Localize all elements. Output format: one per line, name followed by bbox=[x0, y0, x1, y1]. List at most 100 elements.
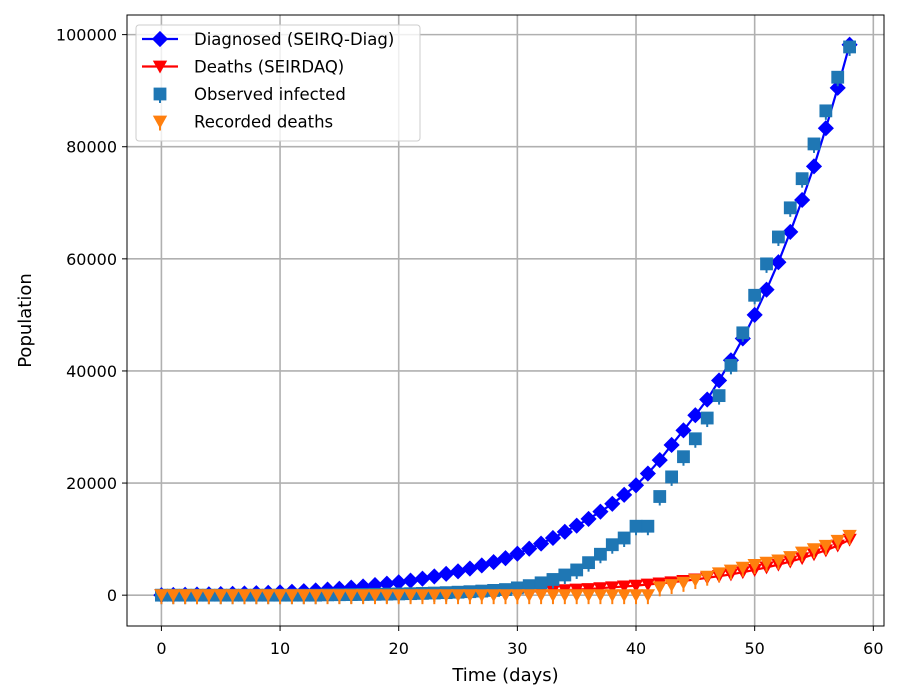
data-point bbox=[759, 556, 774, 570]
data-point bbox=[688, 574, 703, 588]
legend-box bbox=[135, 24, 421, 142]
data-point bbox=[522, 589, 537, 603]
data-point bbox=[770, 254, 787, 271]
legend-item: Diagnosed (SEIRQ-Diag) bbox=[142, 30, 394, 49]
data-point bbox=[677, 450, 690, 464]
data-point bbox=[819, 104, 833, 118]
legend-marker bbox=[152, 115, 168, 129]
data-point bbox=[829, 79, 846, 96]
data-point bbox=[795, 172, 809, 186]
data-point bbox=[771, 554, 786, 568]
data-point bbox=[570, 563, 584, 577]
series-recorded-deaths bbox=[154, 529, 857, 605]
data-point bbox=[700, 570, 715, 584]
legend-item: Observed infected bbox=[153, 85, 346, 104]
data-point bbox=[166, 589, 181, 603]
legend-label: Recorded deaths bbox=[194, 113, 333, 132]
data-point bbox=[367, 589, 383, 603]
data-point bbox=[568, 517, 585, 534]
data-point bbox=[332, 589, 347, 603]
data-point bbox=[533, 589, 549, 603]
data-point bbox=[605, 589, 620, 603]
data-point bbox=[594, 547, 607, 561]
data-point bbox=[629, 519, 643, 533]
data-point bbox=[201, 589, 217, 603]
data-point bbox=[154, 589, 169, 603]
data-point bbox=[438, 565, 455, 582]
x-axis-title: Time (days) bbox=[451, 665, 558, 686]
data-point bbox=[426, 568, 443, 585]
data-point bbox=[284, 589, 300, 603]
legend-label: Diagnosed (SEIRQ-Diag) bbox=[194, 30, 394, 49]
y-tick-label: 80000 bbox=[66, 138, 117, 157]
data-point bbox=[627, 477, 645, 494]
x-tick-label: 20 bbox=[389, 639, 409, 658]
data-point bbox=[711, 372, 728, 389]
x-tick-label: 40 bbox=[626, 639, 646, 658]
data-point bbox=[675, 422, 692, 439]
data-point bbox=[450, 589, 466, 603]
data-point bbox=[747, 558, 762, 572]
data-point bbox=[498, 589, 513, 603]
data-point bbox=[261, 589, 276, 603]
data-point bbox=[628, 589, 644, 603]
legend-label: Observed infected bbox=[194, 85, 346, 104]
data-point bbox=[593, 589, 608, 603]
data-point bbox=[509, 545, 526, 562]
data-point bbox=[724, 358, 738, 372]
x-tick-label: 10 bbox=[270, 639, 290, 658]
data-point bbox=[497, 550, 514, 567]
data-point bbox=[249, 589, 264, 603]
data-point bbox=[177, 589, 193, 603]
data-point bbox=[427, 589, 442, 603]
data-point bbox=[711, 567, 727, 581]
y-tick-label: 0 bbox=[107, 586, 117, 605]
data-point bbox=[533, 535, 550, 552]
data-point bbox=[616, 580, 632, 594]
data-point bbox=[831, 70, 845, 84]
data-point bbox=[771, 230, 785, 244]
data-point bbox=[723, 564, 739, 578]
data-point bbox=[391, 589, 406, 603]
x-tick-label: 0 bbox=[156, 639, 166, 658]
data-point bbox=[556, 523, 573, 540]
data-point bbox=[296, 589, 311, 603]
legend-marker bbox=[153, 87, 167, 101]
x-tick-label: 30 bbox=[507, 639, 527, 658]
data-point bbox=[510, 589, 525, 603]
data-point bbox=[414, 570, 431, 587]
data-point bbox=[640, 578, 656, 592]
data-point bbox=[473, 557, 490, 574]
data-point bbox=[605, 538, 619, 552]
data-point bbox=[758, 281, 775, 298]
data-point bbox=[712, 389, 726, 403]
data-point bbox=[805, 158, 823, 175]
data-point bbox=[616, 589, 632, 603]
data-point bbox=[653, 490, 667, 503]
data-point bbox=[213, 589, 228, 603]
data-point bbox=[582, 556, 595, 570]
data-point bbox=[676, 576, 691, 590]
data-point bbox=[189, 589, 205, 603]
data-point bbox=[806, 543, 822, 557]
data-point bbox=[272, 589, 288, 603]
data-point bbox=[760, 257, 773, 271]
data-point bbox=[746, 306, 763, 323]
data-point bbox=[521, 540, 538, 557]
data-point bbox=[807, 137, 821, 151]
data-point bbox=[449, 563, 467, 580]
data-point bbox=[545, 589, 561, 603]
data-point bbox=[580, 510, 597, 528]
data-point bbox=[735, 561, 750, 575]
data-point bbox=[308, 589, 323, 603]
data-point bbox=[736, 326, 750, 340]
legend-item: Recorded deaths bbox=[152, 113, 333, 132]
legend-marker bbox=[151, 30, 169, 48]
data-point bbox=[402, 572, 419, 589]
y-tick-label: 20000 bbox=[66, 474, 117, 493]
data-point bbox=[593, 582, 608, 596]
data-point bbox=[403, 589, 418, 603]
data-point bbox=[663, 436, 680, 454]
y-axis-title: Population bbox=[15, 273, 36, 368]
data-point bbox=[616, 486, 633, 503]
